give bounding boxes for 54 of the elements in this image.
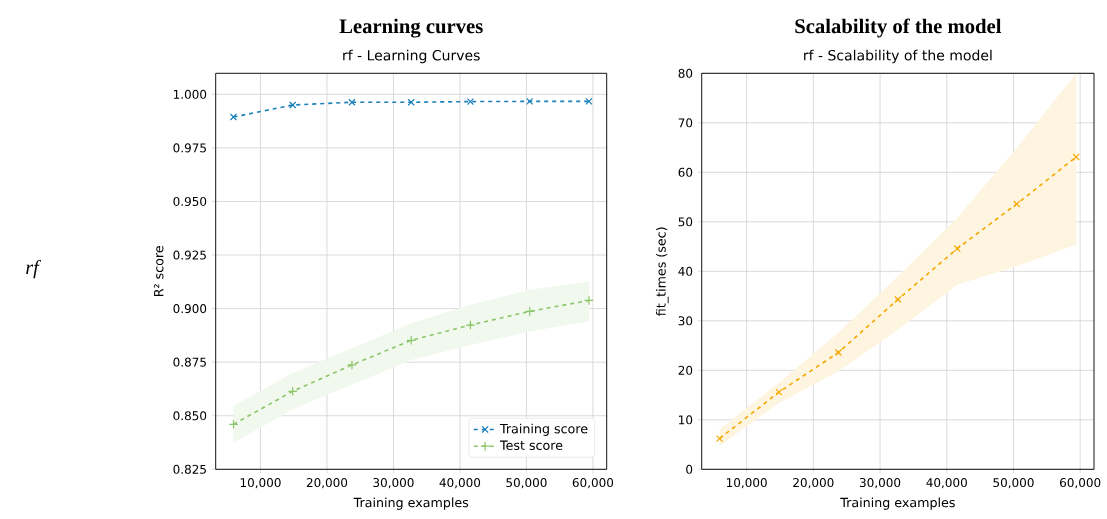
point — [1072, 153, 1080, 161]
point — [953, 244, 961, 253]
point — [229, 113, 238, 121]
chart-title: Scalability of the model — [795, 18, 1002, 38]
x-axis-title: Training examples — [840, 497, 955, 510]
y-tick-label: 80 — [678, 68, 693, 78]
point — [585, 97, 593, 105]
y-axis-title: R² score — [153, 245, 164, 297]
y-tick-label: 0.975 — [173, 143, 206, 153]
y-tick-label: 60 — [678, 167, 693, 177]
legend-label: Test score — [499, 440, 563, 451]
legend-label: Training score — [499, 423, 588, 436]
x-tick-label: 20,000 — [793, 478, 834, 489]
y-tick-label: 0.950 — [173, 196, 207, 206]
point — [465, 320, 476, 330]
point — [1013, 200, 1021, 208]
y-tick-label: 0.850 — [173, 411, 207, 421]
y-tick-label: 20 — [678, 365, 693, 375]
x-tick-label: 10,000 — [726, 478, 767, 489]
point — [466, 97, 475, 106]
y-tick-label: 0.925 — [173, 250, 206, 260]
x-tick-label: 60,000 — [1060, 478, 1101, 489]
point — [289, 101, 297, 109]
point — [584, 295, 594, 306]
y-tick-label: 70 — [678, 118, 693, 128]
point — [715, 435, 724, 443]
point — [347, 360, 357, 370]
point — [348, 98, 356, 106]
text: rf — [26, 259, 41, 279]
y-tick-label: 0.825 — [173, 464, 206, 474]
x-tick-label: 20,000 — [306, 478, 348, 489]
y-tick-label: 50 — [678, 217, 693, 227]
chart-subtitle: rf - Scalability of the model — [804, 49, 992, 64]
chart-subtitle: rf - Learning Curves — [343, 49, 480, 64]
y-tick-label: 0.875 — [173, 357, 206, 367]
x-axis-title: Training examples — [353, 497, 469, 510]
y-axis-title: fit_times (sec) — [655, 227, 669, 316]
y-tick-label: 1.000 — [173, 89, 207, 99]
x-tick-label: 10,000 — [240, 478, 281, 489]
y-tick-label: 40 — [678, 266, 693, 276]
x-tick-label: 60,000 — [572, 478, 614, 489]
y-tick-label: 10 — [679, 415, 693, 425]
x-tick-label: 50,000 — [993, 478, 1034, 489]
y-tick-label: 30 — [678, 316, 693, 326]
x-tick-label: 40,000 — [439, 478, 481, 489]
y-tick-label: 0.900 — [173, 304, 207, 314]
point — [407, 98, 415, 106]
x-tick-label: 50,000 — [506, 478, 547, 489]
x-tick-label: 30,000 — [859, 478, 901, 489]
y-tick-label: 0 — [686, 464, 693, 474]
x-tick-label: 40,000 — [926, 478, 967, 489]
point — [894, 295, 902, 304]
x-tick-label: 30,000 — [373, 478, 414, 489]
chart-title: Learning curves — [339, 18, 483, 38]
